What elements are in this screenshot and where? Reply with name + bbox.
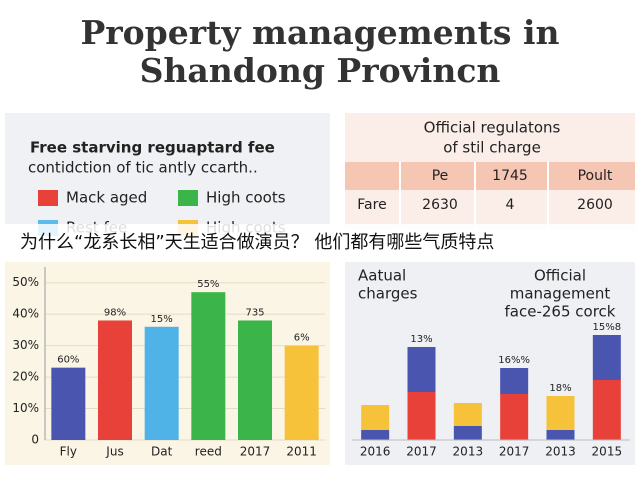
annotation: Aatual: [358, 267, 406, 285]
bar: [191, 292, 226, 440]
x-tick-label: 2017: [406, 445, 437, 459]
banner-text: 为什么“龙系长相”天生适合做演员？ 他们都有哪些气质特点: [20, 232, 494, 253]
y-tick-label: 50%: [12, 275, 39, 289]
bar-segment: [407, 392, 436, 440]
legend-panel: [5, 113, 330, 225]
bar-segment: [453, 403, 482, 426]
panel-title: Free starving reguaptard fee: [30, 139, 275, 157]
bar-segment: [592, 335, 621, 380]
bar-annotation: 60%: [57, 355, 79, 366]
table-cell: 2600: [577, 197, 613, 213]
bar-segment: [592, 380, 621, 440]
legend-label: Mack aged: [66, 189, 147, 207]
x-tick-label: 2017: [240, 445, 271, 459]
title: Shandong Provincn: [140, 51, 501, 90]
annotation: Official: [534, 267, 586, 285]
table-cell: 2630: [422, 197, 458, 213]
bar: [98, 320, 132, 440]
table-header-cell: Poult: [578, 168, 613, 184]
x-tick-label: 2013: [545, 445, 576, 459]
bar-segment: [500, 394, 529, 440]
bar: [238, 320, 272, 440]
y-tick-label: 30%: [12, 338, 39, 352]
table-cell: 4: [506, 197, 515, 213]
annotation: face-265 corck: [505, 303, 616, 321]
legend-swatch: [178, 190, 198, 206]
table-header: [345, 162, 635, 190]
y-tick-label: 10%: [12, 401, 39, 415]
bar-annotation: 55%: [197, 279, 219, 290]
legend-swatch: [38, 190, 58, 206]
bar-annotation: 735: [245, 307, 264, 318]
x-tick-label: 2016: [360, 445, 391, 459]
bar-segment: [500, 368, 529, 394]
y-tick-label: 0: [31, 433, 39, 447]
bar-label: 18%: [549, 383, 571, 394]
bar-label: 16%%: [498, 355, 530, 366]
x-tick-label: Fly: [60, 445, 77, 459]
table-header-cell: 1745: [492, 168, 528, 184]
bar-annotation: 6%: [294, 333, 310, 344]
table-header-cell: Pe: [432, 168, 449, 184]
panel-title: contidction of tic antly ccarth..: [28, 159, 258, 177]
title: Property managements in: [80, 13, 559, 52]
bar-segment: [453, 426, 482, 440]
x-tick-label: reed: [195, 445, 222, 459]
y-tick-label: 20%: [12, 370, 39, 384]
bar-segment: [546, 396, 575, 430]
bar-segment: [546, 430, 575, 440]
x-tick-label: 2015: [592, 445, 623, 459]
bar-segment: [361, 430, 390, 440]
annotation: charges: [358, 285, 418, 303]
x-tick-label: 2013: [453, 445, 484, 459]
y-tick-label: 40%: [12, 307, 39, 321]
bar-label: 15%8: [593, 322, 622, 333]
bar: [284, 345, 319, 440]
x-tick-label: 2011: [286, 445, 317, 459]
bar: [51, 367, 86, 440]
bar-label: 13%: [410, 334, 432, 345]
bar-segment: [361, 405, 390, 430]
legend-label: High coots: [206, 189, 286, 207]
x-tick-label: 2017: [499, 445, 530, 459]
banner: [0, 224, 640, 260]
x-tick-label: Dat: [151, 445, 173, 459]
annotation: management: [510, 285, 611, 303]
table-title: of stil charge: [443, 139, 541, 157]
bar-segment: [407, 347, 436, 392]
table-row-label: Fare: [357, 197, 386, 213]
bar: [144, 326, 179, 440]
x-tick-label: Jus: [105, 445, 123, 459]
table-title: Official regulatons: [424, 119, 561, 137]
bar-annotation: 98%: [104, 307, 126, 318]
chart-panel: [345, 262, 635, 465]
bar-annotation: 15%: [151, 314, 173, 325]
